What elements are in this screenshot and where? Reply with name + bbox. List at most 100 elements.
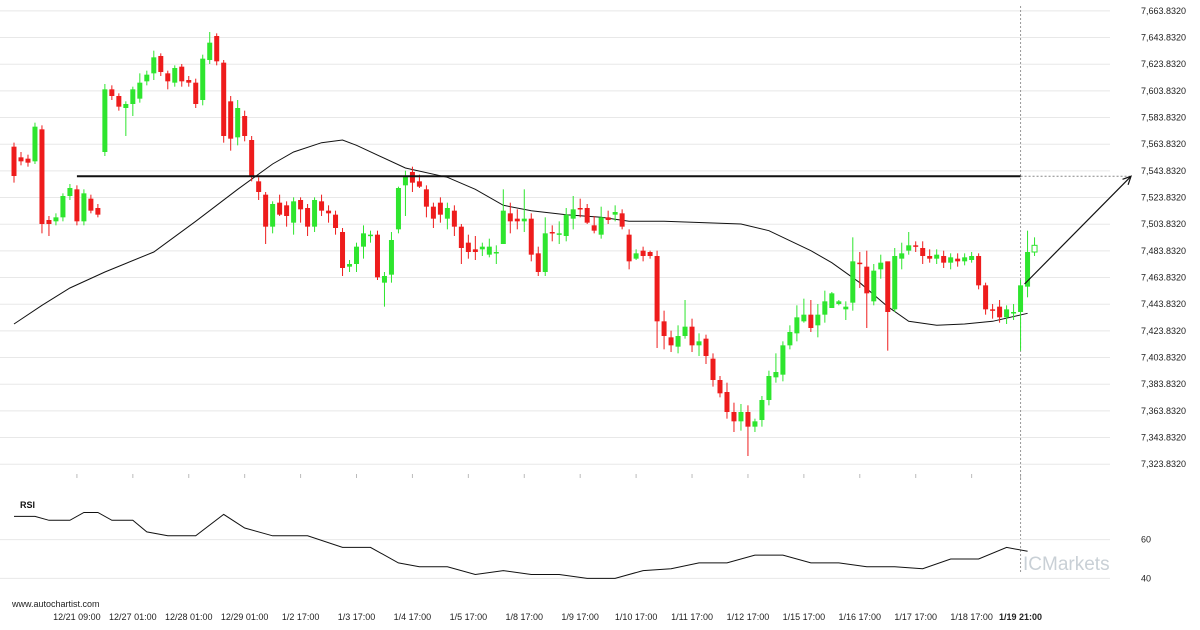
brand-logo: ICMarkets [1023, 554, 1110, 575]
candle-body [563, 214, 569, 236]
candle-body [892, 256, 898, 310]
x-tick-label: 1/3 17:00 [338, 612, 376, 622]
candle-body [808, 314, 814, 328]
x-tick-label: 1/12 17:00 [727, 612, 770, 622]
candle-body [766, 376, 772, 400]
candle-body [367, 234, 373, 237]
candle-body [738, 412, 744, 422]
x-tick-label: 1/9 17:00 [561, 612, 599, 622]
candle-body [969, 256, 975, 260]
x-tick-label: 12/29 01:00 [221, 612, 269, 622]
y-tick-label: 7,503.8320 [1141, 219, 1186, 229]
candle-body [619, 213, 625, 227]
candle-body [934, 254, 940, 259]
candle-body [95, 208, 101, 215]
y-tick-label: 7,383.8320 [1141, 379, 1186, 389]
candle-body [1018, 285, 1024, 312]
candle-body [836, 301, 842, 304]
candle-body [458, 226, 464, 248]
candle-body [381, 276, 387, 283]
candle-body [116, 96, 122, 107]
candle-body [850, 261, 856, 303]
candle-body [724, 392, 730, 412]
candle-body [249, 140, 255, 176]
candle-body [703, 338, 709, 356]
candle-body [326, 210, 332, 214]
candle-body [731, 412, 737, 422]
x-tick-label: 1/19 21:00 [999, 612, 1042, 622]
candle-body [291, 201, 297, 223]
candle-body [32, 126, 38, 162]
candle-body [409, 172, 415, 183]
candle-body [228, 101, 234, 139]
moving-average-path [13, 139, 1028, 326]
x-tick-label: 12/28 01:00 [165, 612, 213, 622]
candle-body [200, 58, 206, 100]
candle-body [39, 129, 45, 224]
candle-body [773, 372, 779, 378]
rsi-label: RSI [20, 500, 35, 510]
candle-body [906, 245, 912, 251]
candle-body [109, 89, 115, 96]
resistance-overlay [76, 175, 1132, 285]
candle-body [60, 196, 66, 218]
candle-body [263, 194, 269, 227]
y-tick-label: 7,603.8320 [1141, 86, 1186, 96]
candle-body [270, 204, 276, 227]
candle-body [165, 73, 171, 82]
candle-body [221, 62, 227, 136]
candle-body [81, 193, 87, 222]
y-tick-label: 7,523.8320 [1141, 193, 1186, 203]
candle-body [920, 248, 926, 256]
candle-body [430, 206, 436, 219]
candle-body [528, 218, 534, 255]
candle-body [256, 181, 262, 192]
candle-body [899, 253, 905, 259]
candle-body [626, 234, 632, 262]
candle-body [752, 421, 758, 427]
candle-body [780, 345, 786, 375]
candle-body [493, 252, 499, 254]
candle-body [53, 217, 59, 222]
candle-body [500, 210, 506, 244]
candle-body [74, 189, 80, 222]
candle-body [668, 337, 674, 346]
y-tick-label: 7,343.8320 [1141, 433, 1186, 443]
y-tick-label: 7,663.8320 [1141, 6, 1186, 16]
candle-body [354, 246, 360, 264]
candle-body [535, 253, 541, 272]
candle-body [640, 250, 646, 256]
candle-body [67, 188, 73, 196]
candle-body [976, 256, 982, 286]
candle-body [193, 82, 199, 104]
y-tick-label: 7,583.8320 [1141, 113, 1186, 123]
candle-body [298, 200, 304, 210]
y-tick-label: 7,403.8320 [1141, 353, 1186, 363]
candle-body [577, 208, 583, 210]
candle-body [864, 266, 870, 294]
candle-body [123, 104, 129, 108]
candle-body [822, 301, 828, 315]
x-tick-label: 1/16 17:00 [839, 612, 882, 622]
candle-body [815, 314, 821, 326]
candle-body [1004, 309, 1010, 318]
candle-body [598, 217, 604, 235]
candle-body [347, 264, 353, 267]
y-tick-label: 7,463.8320 [1141, 273, 1186, 283]
candle-body [514, 218, 520, 222]
x-tick-label: 1/2 17:00 [282, 612, 320, 622]
candle-body [172, 68, 178, 83]
candle-body [570, 209, 576, 219]
candle-body [759, 400, 765, 420]
forecast-arrow-line [1024, 175, 1132, 285]
candle-body [388, 240, 394, 275]
forecast-arrowhead [1122, 175, 1132, 185]
candle-body [179, 66, 185, 82]
x-tick-label: 1/8 17:00 [505, 612, 543, 622]
candle-body [11, 146, 17, 176]
brand-logo-text: ICMarkets [1023, 554, 1110, 575]
rsi-y-tick-label: 60 [1141, 535, 1151, 545]
y-axis-labels: 7,663.8320 7,643.8320 7,623.8320 7,603.8320… [1141, 6, 1186, 469]
candle-body [605, 217, 611, 220]
candle-body [647, 252, 653, 256]
